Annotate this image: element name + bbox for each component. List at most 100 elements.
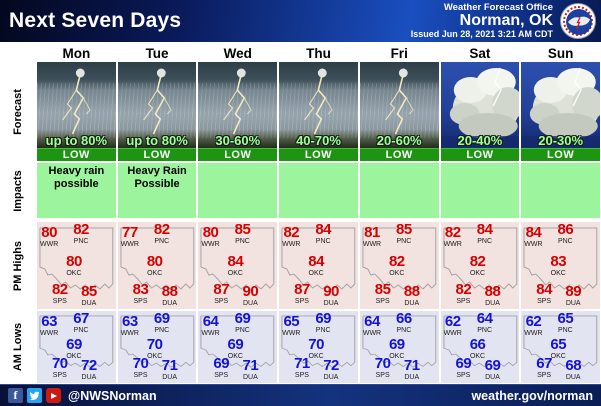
forecast-grid: Forecast Impacts PM Highs AM Lows Mon xyxy=(0,42,601,384)
social-handle: @NWSNorman xyxy=(68,388,157,403)
station-code: WWR xyxy=(120,241,139,248)
station-code: WWR xyxy=(120,330,139,337)
station-code: PNC xyxy=(477,238,492,245)
pm-high-value: 87 xyxy=(294,281,310,298)
pm-high-value: 80 xyxy=(146,253,163,271)
station-temp: 85 PNC xyxy=(396,222,412,245)
station-temp: 70 SPS xyxy=(52,356,68,379)
station-temp: 69 PNC xyxy=(315,311,331,334)
station-temp: 82 SPS xyxy=(51,281,68,305)
station-code: OKC xyxy=(308,270,324,278)
pm-highs-map: 80 WWR 85 PNC 84 OKC 87 SPS 90 DUA xyxy=(198,221,278,309)
station-code: SPS xyxy=(133,298,148,305)
station-code: DUA xyxy=(485,374,500,381)
pm-high-value: 84 xyxy=(525,224,542,241)
thunderhead-cloud-art xyxy=(440,67,520,148)
am-low-value: 64 xyxy=(202,313,219,330)
station-temp: 77 WWR xyxy=(120,225,139,248)
pm-high-value: 87 xyxy=(213,281,230,298)
station-code: OKC xyxy=(389,353,405,361)
forecast-photo: up to 80% xyxy=(37,62,116,148)
pm-highs-map: 81 WWR 85 PNC 82 OKC 85 SPS 88 DUA xyxy=(359,222,439,309)
station-code: DUA xyxy=(565,300,581,307)
pm-high-value: 82 xyxy=(388,253,405,271)
am-low-value: 69 xyxy=(234,310,251,327)
station-code: OKC xyxy=(66,270,82,278)
station-temp: 84 PNC xyxy=(315,222,331,245)
station-temp: 88 DUA xyxy=(162,284,178,307)
impact-text xyxy=(440,163,520,218)
day-name: Sun xyxy=(547,46,574,61)
day-column: Sun 20-30% LOW xyxy=(520,42,601,384)
station-temp: 87 SPS xyxy=(213,281,230,305)
station-temp: 80 OKC xyxy=(66,254,82,278)
station-code: PNC xyxy=(477,327,492,334)
station-temp: 63 WWR xyxy=(40,313,59,337)
pm-high-value: 82 xyxy=(283,224,300,241)
station-temp: 84 OKC xyxy=(228,254,244,277)
station-temp: 65 PNC xyxy=(557,311,573,334)
precip-chance: 40-70% xyxy=(296,133,341,148)
twitter-icon xyxy=(27,388,42,403)
station-temp: 83 OKC xyxy=(550,253,567,277)
station-code: WWR xyxy=(443,241,462,248)
station-code: PNC xyxy=(73,327,89,334)
row-label-pm-highs: PM Highs xyxy=(12,240,24,291)
station-code: SPS xyxy=(52,298,67,305)
station-code: SPS xyxy=(214,372,229,379)
station-code: OKC xyxy=(550,353,566,361)
day-column: Tue up to 80% LOW Heavy Rain Poss xyxy=(117,42,198,384)
station-temp: 80 WWR xyxy=(201,224,219,248)
station-code: OKC xyxy=(469,353,486,361)
severity-badge: LOW xyxy=(117,148,197,161)
row-label-am-lows: AM Lows xyxy=(12,322,24,372)
impact-text xyxy=(521,163,600,218)
pm-highs-map: 82 WWR 84 PNC 82 OKC 82 SPS 88 DUA xyxy=(440,222,520,309)
station-code: WWR xyxy=(362,241,382,248)
am-low-value: 67 xyxy=(73,310,89,327)
station-temp: 64 WWR xyxy=(201,313,219,337)
station-code: PNC xyxy=(235,238,250,245)
am-low-value: 68 xyxy=(565,357,582,374)
station-code: OKC xyxy=(308,353,324,361)
am-low-value: 64 xyxy=(476,310,493,327)
station-code: OKC xyxy=(469,270,486,278)
day-column: Wed 30-60% LOW xyxy=(197,42,278,384)
station-temp: 66 OKC xyxy=(469,337,486,361)
am-low-value: 71 xyxy=(403,357,420,374)
oklahoma-outline xyxy=(39,315,114,368)
pm-high-value: 85 xyxy=(234,221,251,238)
forecast-photo: 40-70% xyxy=(279,62,358,148)
station-code: SPS xyxy=(537,372,552,379)
pm-high-value: 80 xyxy=(202,224,219,241)
precip-chance: 20-60% xyxy=(376,133,422,148)
am-low-value: 63 xyxy=(41,313,57,330)
station-temp: 71 DUA xyxy=(243,358,259,381)
oklahoma-outline xyxy=(281,227,356,291)
station-code: PNC xyxy=(315,327,331,334)
am-low-value: 65 xyxy=(283,313,300,330)
station-temp: 82 PNC xyxy=(154,222,170,245)
severity-badge: LOW xyxy=(521,148,600,161)
pm-highs-map: 80 WWR 82 PNC 80 OKC 82 SPS 85 DUA xyxy=(37,222,116,309)
pm-high-value: 81 xyxy=(364,224,380,241)
station-temp: 69 SPS xyxy=(213,356,229,379)
station-temp: 69 PNC xyxy=(154,311,170,334)
pm-high-value: 88 xyxy=(484,283,501,300)
station-temp: 81 WWR xyxy=(362,224,382,248)
facebook-icon: f xyxy=(8,388,23,403)
station-temp: 68 DUA xyxy=(565,357,582,381)
station-code: DUA xyxy=(162,374,178,381)
pm-high-value: 88 xyxy=(403,283,420,300)
oklahoma-outline xyxy=(443,227,517,291)
station-temp: 80 OKC xyxy=(146,253,163,277)
title-bar: Next Seven Days Weather Forecast Office … xyxy=(0,0,601,42)
pm-high-value: 86 xyxy=(557,221,574,238)
station-temp: 66 PNC xyxy=(396,311,412,334)
station-temp: 69 OKC xyxy=(389,337,405,361)
station-temp: 85 DUA xyxy=(81,284,97,307)
station-temp: 62 WWR xyxy=(444,314,462,337)
pm-high-value: 82 xyxy=(51,281,68,298)
station-code: WWR xyxy=(40,330,59,337)
pm-high-value: 83 xyxy=(550,253,567,271)
